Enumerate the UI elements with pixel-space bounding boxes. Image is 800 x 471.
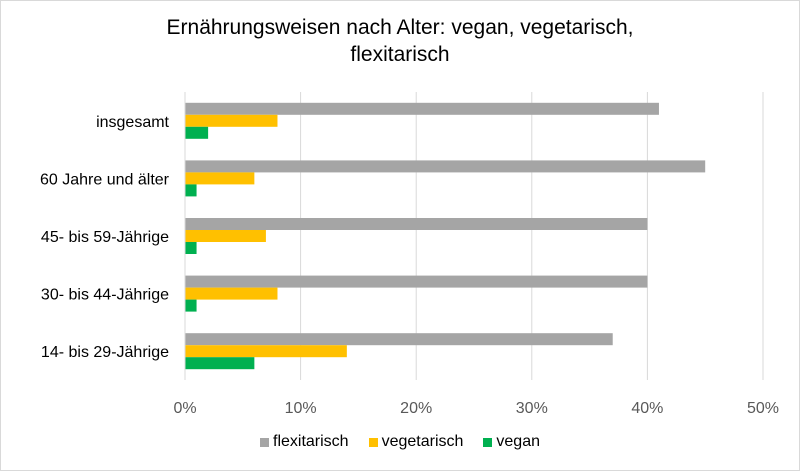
x-tick-label: 10% <box>285 400 317 417</box>
y-category-label: 45- bis 59-Jährige <box>41 229 169 246</box>
x-tick-label: 30% <box>516 400 548 417</box>
bar-vegetarisch-3 <box>185 287 278 300</box>
legend-label-vegan: vegan <box>496 433 540 450</box>
y-category-label: insgesamt <box>96 114 169 131</box>
legend-item-vegan: vegan <box>483 433 540 451</box>
legend-item-flexitarisch: flexitarisch <box>260 433 349 451</box>
chart-legend: flexitarisch vegetarisch vegan <box>0 433 800 451</box>
legend-label-flexitarisch: flexitarisch <box>273 433 349 450</box>
legend-swatch-flexitarisch <box>260 437 269 447</box>
x-tick-label: 40% <box>631 400 663 417</box>
bar-flexitarisch-4 <box>185 333 613 346</box>
bar-vegetarisch-4 <box>185 345 347 358</box>
bar-flexitarisch-2 <box>185 218 648 230</box>
chart-title-line-2: flexitarisch <box>350 43 450 66</box>
y-category-label: 30- bis 44-Jährige <box>41 287 169 304</box>
chart-title: Ernährungsweisen nach Alter: vegan, vege… <box>0 14 800 68</box>
legend-swatch-vegetarisch <box>368 437 378 447</box>
x-tick-label: 20% <box>400 400 432 417</box>
bar-flexitarisch-3 <box>185 275 648 288</box>
legend-item-vegetarisch: vegetarisch <box>368 433 464 451</box>
bar-flexitarisch-1 <box>185 160 706 173</box>
x-tick-label: 50% <box>747 400 779 417</box>
bar-vegan-4 <box>185 357 255 370</box>
bar-vegetarisch-2 <box>185 230 266 242</box>
bar-vegan-3 <box>185 299 197 312</box>
chart-title-line-1: Ernährungsweisen nach Alter: vegan, vege… <box>166 16 634 39</box>
bar-vegetarisch-1 <box>185 172 255 185</box>
bar-vegan-2 <box>185 242 197 254</box>
y-category-label: 60 Jahre und älter <box>40 171 170 188</box>
bar-vegan-0 <box>185 126 209 139</box>
legend-swatch-vegan <box>483 437 493 447</box>
bar-flexitarisch-0 <box>185 102 659 115</box>
y-category-label: 14- bis 29-Jährige <box>41 344 169 361</box>
legend-label-vegetarisch: vegetarisch <box>381 433 464 450</box>
x-tick-label: 0% <box>173 400 196 417</box>
bar-vegan-1 <box>185 184 197 197</box>
bar-vegetarisch-0 <box>185 114 278 127</box>
